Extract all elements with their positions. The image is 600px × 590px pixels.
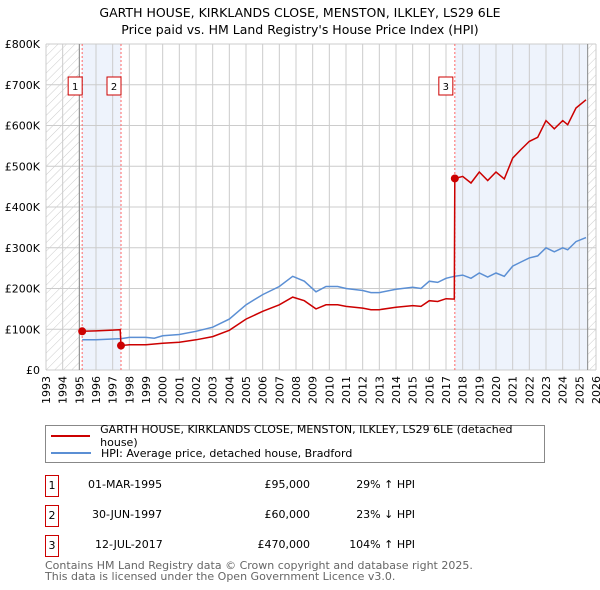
transaction-hpi: 29% ↑ HPI [356, 478, 415, 491]
x-tick-label: 2006 [257, 376, 270, 404]
transaction-row: 3 12-JUL-2017 £470,000 104% ↑ HPI [45, 535, 445, 557]
sale-label: 3 [443, 82, 449, 93]
x-tick-label: 2022 [523, 376, 536, 404]
x-tick-label: 2016 [423, 376, 436, 404]
x-tick-label: 2007 [273, 376, 286, 404]
footer-line-1: Contains HM Land Registry data © Crown c… [45, 559, 473, 572]
x-tick-label: 2014 [390, 376, 403, 404]
x-tick-label: 1995 [73, 376, 86, 404]
y-tick-label: £0 [26, 364, 40, 377]
x-tick-label: 2018 [457, 376, 470, 404]
transaction-date: 12-JUL-2017 [95, 538, 163, 551]
x-tick-label: 2001 [173, 376, 186, 404]
x-tick-label: 2012 [357, 376, 370, 404]
price-chart: 1993 1994 1995 1996 1997 1998 1999 2000 2001 2002… [5, 38, 600, 404]
x-tick-label: 2013 [373, 376, 386, 404]
hpi-line [82, 236, 587, 341]
y-tick-label: £400K [5, 201, 41, 214]
x-tick-label: 1994 [57, 376, 70, 404]
x-tick-label: 2008 [290, 376, 303, 404]
sale-point [78, 327, 87, 336]
transaction-price: £60,000 [264, 508, 311, 521]
transaction-date: 01-MAR-1995 [88, 478, 163, 491]
transaction-badge: 2 [45, 505, 59, 527]
footer: Contains HM Land Registry data © Crown c… [45, 560, 473, 582]
y-tick-label: £600K [5, 120, 41, 133]
x-tick-label: 2003 [207, 376, 220, 404]
x-tick-label: 2000 [157, 376, 170, 404]
x-tick-label: 1997 [107, 376, 120, 404]
x-tick-label: 1998 [123, 376, 136, 404]
x-tick-label: 2005 [240, 376, 253, 404]
transaction-badge: 1 [45, 475, 59, 497]
x-tick-label: 2025 [573, 376, 586, 404]
legend-swatch-blue [51, 452, 91, 454]
transaction-badge: 3 [45, 535, 59, 557]
y-tick-label: £100K [5, 323, 41, 336]
x-tick-label: 2002 [190, 376, 203, 404]
x-tick-label: 2011 [340, 376, 353, 404]
sale-label: 2 [111, 82, 117, 93]
transaction-price: £470,000 [257, 538, 311, 551]
chart-title: GARTH HOUSE, KIRKLANDS CLOSE, MENSTON, I… [0, 4, 600, 38]
y-tick-label: £300K [5, 242, 41, 255]
legend-swatch-red [51, 435, 91, 437]
sale-point [117, 341, 125, 350]
legend-label: GARTH HOUSE, KIRKLANDS CLOSE, MENSTON, I… [100, 423, 513, 449]
transaction-hpi: 104% ↑ HPI [349, 538, 415, 551]
sale-label: 1 [72, 82, 78, 93]
transaction-hpi: 23% ↓ HPI [356, 508, 415, 521]
transaction-row: 2 30-JUN-1997 £60,000 23% ↓ HPI [45, 505, 445, 527]
sale-label-box [106, 76, 122, 96]
y-tick-label: £200K [5, 283, 41, 296]
x-tick-label: 1993 [40, 376, 53, 404]
x-tick-label: 1996 [90, 376, 103, 404]
x-tick-label: 2017 [440, 376, 453, 404]
legend: GARTH HOUSE, KIRKLANDS CLOSE, MENSTON, I… [45, 423, 545, 463]
x-tick-label: 2023 [540, 376, 553, 404]
x-tick-label: 2019 [473, 376, 486, 404]
y-tick-label: £800K [5, 38, 41, 51]
legend-item-property: GARTH HOUSE, KIRKLANDS CLOSE, MENSTON, I… [51, 423, 544, 449]
x-tick-label: 2021 [507, 376, 520, 404]
x-tick-label: 2026 [590, 376, 600, 404]
x-tick-label: 2015 [407, 376, 420, 404]
price-paid-line [82, 99, 587, 347]
y-tick-label: £500K [5, 160, 41, 173]
transaction-row: 1 01-MAR-1995 £95,000 29% ↑ HPI [45, 475, 445, 497]
legend-item-hpi: HPI: Average price, detached house, Brad… [51, 445, 352, 461]
x-tick-label: 2004 [223, 376, 236, 404]
title-line-2: Price paid vs. HM Land Registry's House … [121, 22, 479, 37]
x-tick-label: 2009 [307, 376, 320, 404]
title-line-1: GARTH HOUSE, KIRKLANDS CLOSE, MENSTON, I… [99, 5, 501, 20]
x-tick-label: 1999 [140, 376, 153, 404]
sale-point [450, 174, 459, 183]
transaction-price: £95,000 [264, 478, 311, 491]
footer-line-2: This data is licensed under the Open Gov… [45, 570, 396, 583]
x-tick-label: 2020 [490, 376, 503, 404]
sale-label-box [438, 76, 454, 96]
x-tick-label: 2010 [323, 376, 336, 404]
y-tick-label: £700K [5, 79, 41, 92]
transaction-date: 30-JUN-1997 [92, 508, 163, 521]
sale-label-box [67, 76, 83, 96]
legend-label: HPI: Average price, detached house, Brad… [101, 446, 353, 460]
x-tick-label: 2024 [557, 376, 570, 404]
